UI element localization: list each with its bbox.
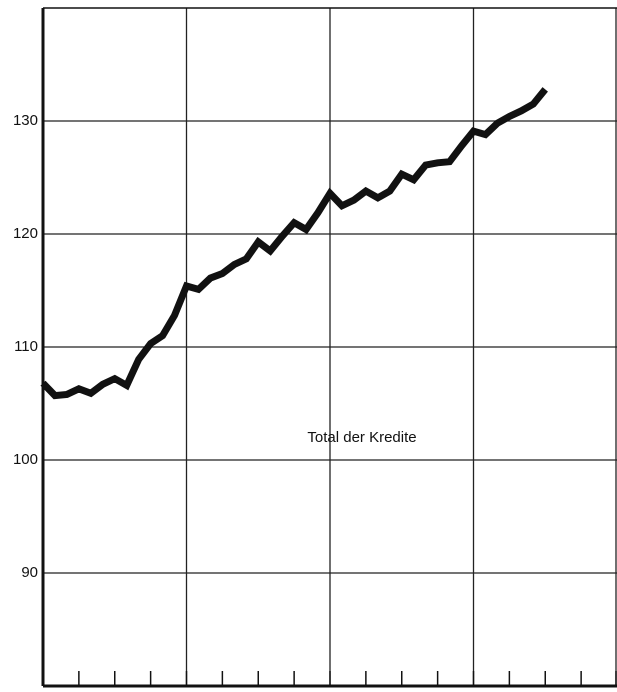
series-line	[40, 87, 548, 400]
y-tick-label: 100	[13, 451, 38, 468]
y-tick-label: 130	[13, 112, 38, 129]
y-tick-label: 90	[21, 564, 38, 581]
annotation: Total der Kredite	[307, 429, 416, 446]
y-tick-label: 110	[14, 338, 38, 355]
y-tick-label: 120	[13, 225, 38, 242]
